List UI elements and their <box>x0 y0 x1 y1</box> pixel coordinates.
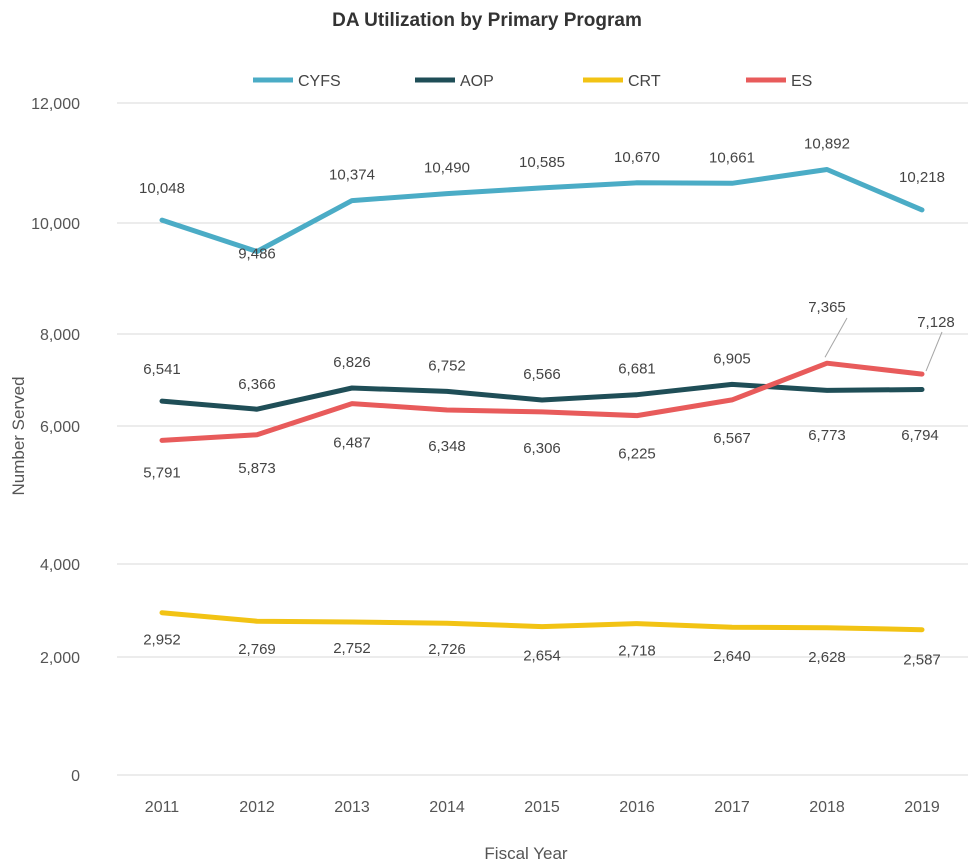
legend-label-es: ES <box>791 73 812 90</box>
legend-label-cyfs: CYFS <box>298 73 341 90</box>
chart-title: DA Utilization by Primary Program <box>332 10 642 31</box>
data-label-aop: 6,752 <box>428 357 466 374</box>
label-leader-line <box>824 317 848 358</box>
data-label-crt: 2,718 <box>618 643 656 660</box>
data-label-cyfs: 10,661 <box>709 149 755 166</box>
data-label-crt: 2,654 <box>523 648 561 665</box>
legend-label-aop: AOP <box>460 73 494 90</box>
y-tick-label: 6,000 <box>40 419 80 436</box>
y-axis-ticks: 0 2,000 4,000 6,000 8,000 10,000 12,000 <box>31 96 80 785</box>
data-label-aop: 6,566 <box>523 366 561 383</box>
series-line-crt <box>159 610 925 633</box>
data-label-aop: 6,826 <box>333 354 371 371</box>
data-label-crt: 2,628 <box>808 649 846 666</box>
x-tick-label: 2018 <box>809 799 845 816</box>
x-axis-ticks: 2011 2012 2013 2014 2015 2016 2017 2018 2019 <box>145 799 940 816</box>
y-tick-label: 12,000 <box>31 96 80 113</box>
data-label-aop: 6,541 <box>143 361 181 378</box>
x-tick-label: 2012 <box>239 799 275 816</box>
data-labels: 10,048 9,486 10,374 10,490 10,585 10,670 10,66… <box>139 135 955 668</box>
data-label-crt: 2,640 <box>713 648 751 665</box>
x-axis-title: Fiscal Year <box>484 844 567 863</box>
data-label-cyfs: 10,218 <box>899 169 945 186</box>
data-label-crt: 2,769 <box>238 641 276 658</box>
x-tick-label: 2016 <box>619 799 655 816</box>
data-label-es: 5,873 <box>238 460 276 477</box>
data-label-crt: 2,952 <box>143 632 181 649</box>
y-tick-label: 8,000 <box>40 327 80 344</box>
data-label-es: 7,365 <box>808 299 846 316</box>
y-tick-label: 4,000 <box>40 557 80 574</box>
data-label-crt: 2,726 <box>428 641 466 658</box>
data-label-crt: 2,752 <box>333 640 371 657</box>
data-label-cyfs: 10,670 <box>614 149 660 166</box>
legend: CYFS AOP CRT ES <box>253 73 812 90</box>
data-label-es: 5,791 <box>143 464 181 481</box>
y-tick-label: 0 <box>71 768 80 785</box>
series-line-es <box>159 360 925 443</box>
data-label-aop: 6,366 <box>238 376 276 393</box>
series-lines <box>159 167 925 633</box>
y-tick-label: 2,000 <box>40 650 80 667</box>
series-line-aop <box>159 381 925 412</box>
data-label-aop: 6,794 <box>901 427 939 444</box>
data-label-cyfs: 9,486 <box>238 246 276 263</box>
data-label-es: 6,348 <box>428 438 466 455</box>
y-tick-label: 10,000 <box>31 216 80 233</box>
legend-label-crt: CRT <box>628 73 661 90</box>
gridlines <box>117 102 968 776</box>
x-tick-label: 2017 <box>714 799 750 816</box>
data-label-es: 6,306 <box>523 440 561 457</box>
x-tick-label: 2011 <box>145 799 180 816</box>
x-tick-label: 2014 <box>429 799 465 816</box>
data-label-aop: 6,773 <box>808 427 846 444</box>
data-label-crt: 2,587 <box>903 652 941 669</box>
data-label-es: 7,128 <box>917 314 955 331</box>
data-label-cyfs: 10,585 <box>519 154 565 171</box>
data-label-cyfs: 10,490 <box>424 160 470 177</box>
label-leader-line <box>925 331 943 372</box>
data-label-cyfs: 10,048 <box>139 180 185 197</box>
data-label-es: 6,225 <box>618 446 656 463</box>
y-axis-title: Number Served <box>9 376 28 495</box>
x-tick-label: 2019 <box>904 799 940 816</box>
x-tick-label: 2015 <box>524 799 560 816</box>
series-line-cyfs <box>159 167 925 254</box>
data-label-cyfs: 10,374 <box>329 167 375 184</box>
data-label-es: 6,487 <box>333 435 371 452</box>
x-tick-label: 2013 <box>334 799 370 816</box>
data-label-es: 6,567 <box>713 430 751 447</box>
data-label-cyfs: 10,892 <box>804 135 850 152</box>
data-label-aop: 6,681 <box>618 361 656 378</box>
data-label-aop: 6,905 <box>713 350 751 367</box>
